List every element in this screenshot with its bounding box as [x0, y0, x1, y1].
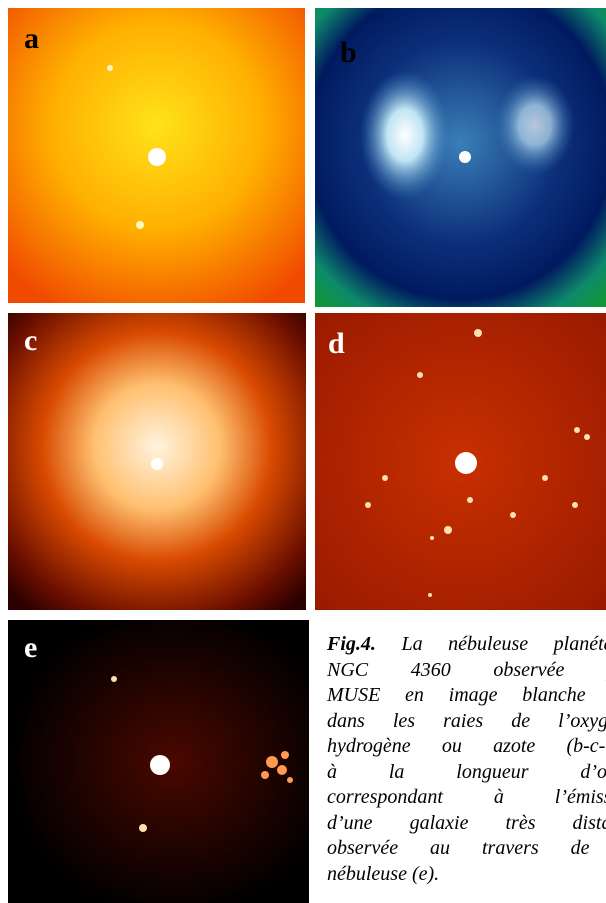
- caption-line: nébuleuse (e).: [327, 862, 606, 888]
- caption-line: MUSE en image blanche (a: [327, 683, 606, 709]
- caption-text: MUSE en image blanche (a: [327, 684, 606, 706]
- caption-text: nébuleuse (e).: [327, 863, 439, 885]
- caption-text: observée au travers de l: [327, 837, 606, 859]
- panel-label: d: [328, 327, 345, 360]
- panel-label: b: [340, 36, 357, 69]
- star: [459, 151, 471, 163]
- caption-text: dans les raies de l’oxygèn: [327, 710, 606, 732]
- nebula: [360, 70, 450, 200]
- panel-label: e: [24, 631, 37, 664]
- panel-label: a: [24, 22, 39, 55]
- star: [107, 65, 113, 71]
- caption-line: correspondant à l’émissio: [327, 785, 606, 811]
- caption-text: La nébuleuse planétair: [401, 633, 606, 655]
- caption-text: hydrogène ou azote (b-c-d),: [327, 735, 606, 757]
- caption-line: dans les raies de l’oxygèn: [327, 709, 606, 735]
- caption-line: NGC 4360 observée pa: [327, 658, 606, 684]
- caption-line: d’une galaxie très distant: [327, 811, 606, 837]
- star: [150, 755, 170, 775]
- figure-label: Fig.4.: [327, 633, 376, 655]
- caption-line: à la longueur d’ond: [327, 760, 606, 786]
- caption-line: Fig.4. La nébuleuse planétair: [327, 632, 606, 658]
- caption-line: observée au travers de l: [327, 836, 606, 862]
- caption-text: correspondant à l’émissio: [327, 786, 606, 808]
- star: [151, 458, 163, 470]
- star: [139, 824, 147, 832]
- nebula: [495, 75, 575, 175]
- caption-text: à la longueur d’ond: [327, 761, 606, 783]
- caption-text: d’une galaxie très distant: [327, 812, 606, 834]
- caption-line: hydrogène ou azote (b-c-d),: [327, 734, 606, 760]
- star: [111, 676, 117, 682]
- caption-text: NGC 4360 observée pa: [327, 659, 606, 681]
- panel-label: c: [24, 324, 37, 357]
- star: [136, 221, 144, 229]
- page: a b c d e Fig.4. La nébuleuse planétairN…: [0, 0, 606, 903]
- star: [148, 148, 166, 166]
